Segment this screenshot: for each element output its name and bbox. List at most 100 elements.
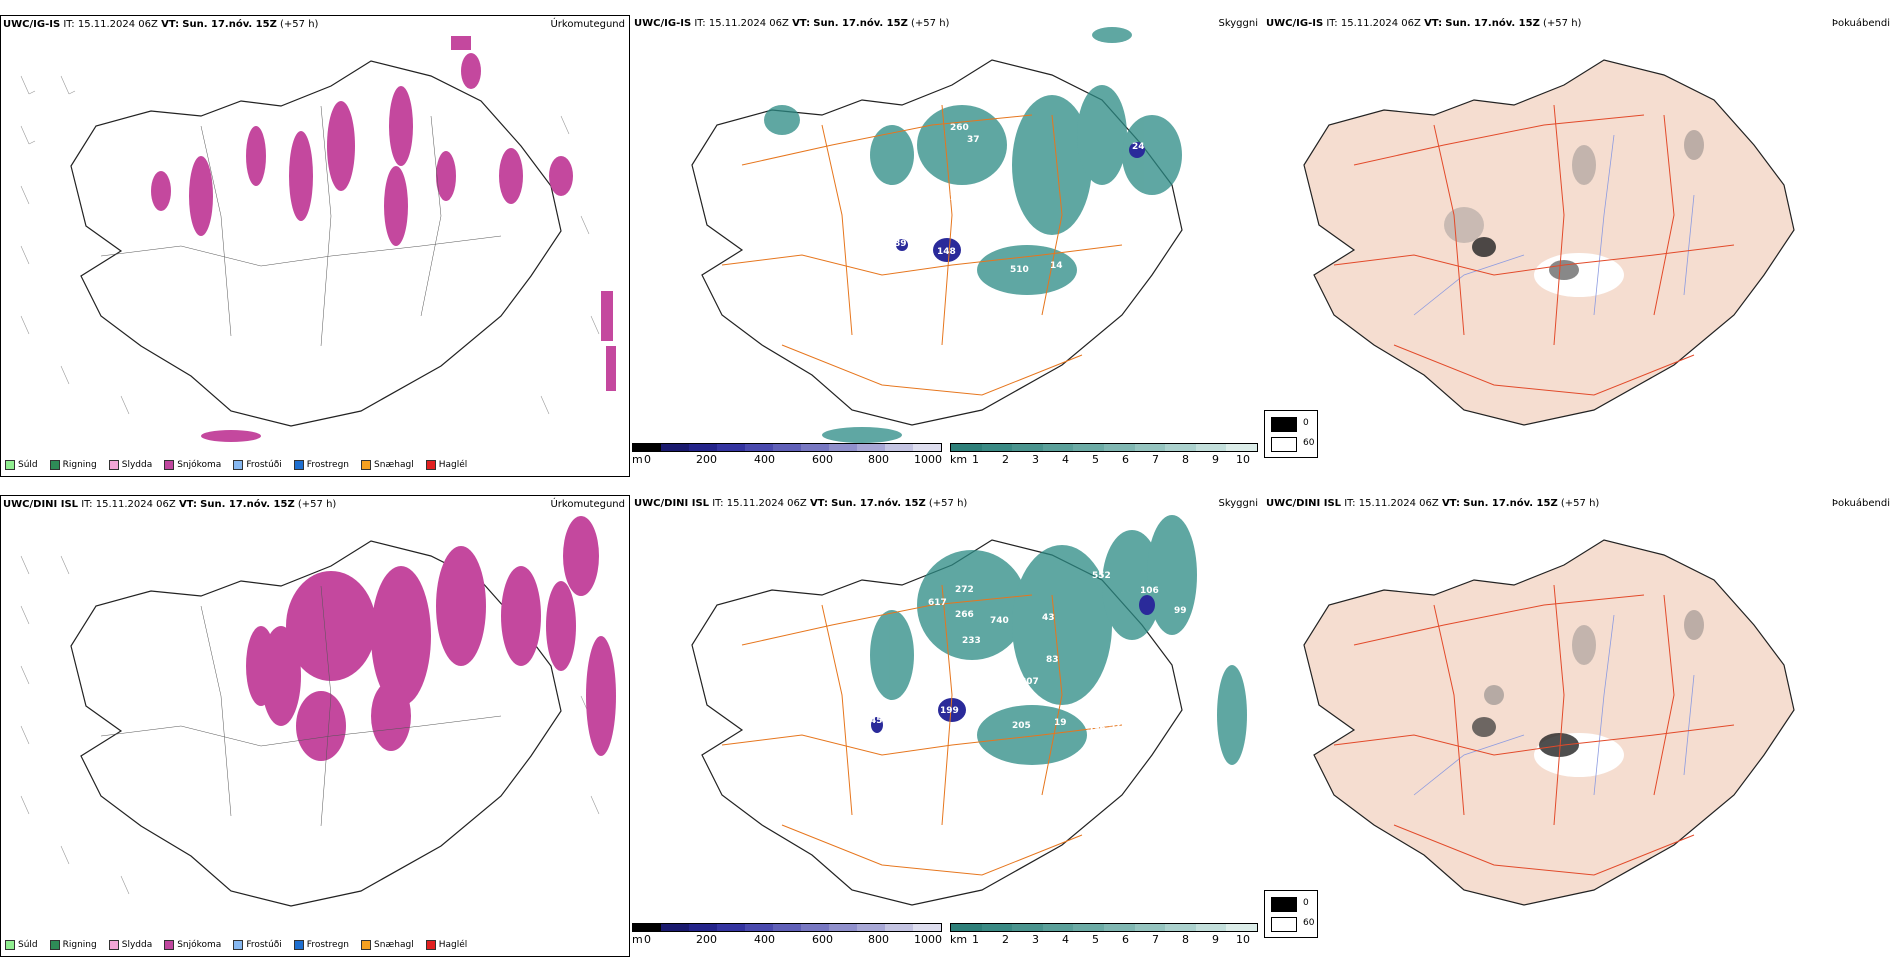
wind-barbs — [20, 75, 600, 415]
ceiling-value: 272 — [955, 585, 974, 595]
fog-key-row2: 0 60 — [1264, 890, 1318, 938]
fog-key-label: 60 — [1303, 918, 1315, 928]
ceiling-value: 266 — [955, 610, 974, 620]
legend-swatch — [5, 940, 15, 950]
legend-item: Frostregn — [293, 460, 349, 470]
ceiling-patch — [938, 698, 966, 722]
visibility-tick: 8 — [1182, 453, 1189, 466]
snow-patch — [549, 156, 573, 196]
low-cloud-areas — [870, 515, 1247, 765]
snow-patch — [586, 636, 616, 756]
ceiling-value: 89 — [894, 239, 907, 249]
roads — [1333, 584, 1735, 876]
visibility-tick: 9 — [1212, 453, 1219, 466]
ceiling-tick: 400 — [754, 453, 775, 466]
snow-patch — [327, 101, 355, 191]
snow-patch — [201, 430, 261, 442]
ceiling-value: 328 — [1107, 700, 1126, 710]
ceiling-value: 14 — [1050, 261, 1063, 271]
visibility-tick: 6 — [1122, 933, 1129, 946]
iceland-outline — [70, 60, 562, 427]
ceiling-patch — [1139, 595, 1155, 615]
ceiling-tick: 800 — [868, 933, 889, 946]
snow-patch — [296, 691, 346, 761]
legend-swatch — [425, 940, 436, 950]
roads — [721, 104, 1123, 396]
ceiling-value: 807 — [1020, 677, 1039, 687]
fog-key-label: 60 — [1303, 438, 1315, 448]
fog-key-label: 0 — [1303, 898, 1309, 908]
snow-patch — [501, 566, 541, 666]
cloud-panel-row1: UWC/IG-IS IT: 15.11.2024 06Z VT: Sun. 17… — [632, 15, 1262, 477]
fog-key-swatch — [1271, 917, 1297, 932]
cloud-patch — [822, 427, 902, 443]
ceiling-value: 552 — [1092, 571, 1111, 581]
ceiling-value: 510 — [1010, 265, 1029, 275]
snow-patch — [601, 291, 613, 341]
cloud-patch — [1012, 545, 1112, 705]
cloud-panel-row2: UWC/DINI ISL IT: 15.11.2024 06Z VT: Sun.… — [632, 495, 1262, 957]
visibility-tick: 8 — [1182, 933, 1189, 946]
fog-patch — [1484, 685, 1504, 705]
ceiling-tick: 800 — [868, 453, 889, 466]
visibility-tick: 2 — [1002, 453, 1009, 466]
value-labels: 272 617 266 740 233 43 552 106 99 83 807… — [870, 571, 1187, 734]
visibility-tick: 5 — [1092, 933, 1099, 946]
ceiling-colorbar-ramp — [632, 443, 942, 452]
fog-patch — [1472, 237, 1496, 257]
snow-areas — [151, 36, 616, 442]
cloud-patch — [870, 610, 914, 700]
roads — [1333, 104, 1735, 396]
panel-header: UWC/IG-IS IT: 15.11.2024 06Z VT: Sun. 17… — [1266, 18, 1582, 29]
ceiling-value: 233 — [962, 636, 981, 646]
ceiling-value: 205 — [1012, 721, 1031, 731]
visibility-tick: 6 — [1122, 453, 1129, 466]
ceiling-value: 19 — [1054, 718, 1067, 728]
snow-patch — [371, 566, 431, 706]
panel-title: Skyggni — [1218, 498, 1258, 509]
roads — [721, 584, 1123, 876]
fog-key-row1: 0 60 — [1264, 410, 1318, 458]
legend-item: Frostúði — [233, 460, 282, 470]
visibility-tick: 5 — [1092, 453, 1099, 466]
panel-title: Úrkomutegund — [550, 19, 625, 30]
legend-swatch — [164, 940, 175, 950]
snow-patch — [451, 36, 471, 50]
legend-item: Rigning — [49, 460, 97, 470]
ceiling-value: 245 — [950, 193, 969, 203]
ceiling-tick: 400 — [754, 933, 775, 946]
ceiling-value: 37 — [967, 135, 980, 145]
panel-title: Úrkomutegund — [550, 499, 625, 510]
visibility-unit: km — [950, 933, 968, 946]
ceiling-value: 740 — [990, 616, 1009, 626]
ceiling-value: 36 — [892, 703, 905, 713]
visibility-colorbar: km 1 2 3 4 5 6 7 8 9 10 — [950, 443, 1258, 473]
ceiling-value: 326 — [1109, 721, 1128, 731]
snow-patch — [606, 346, 616, 391]
legend-swatch — [361, 940, 372, 950]
panel-header: UWC/IG-IS IT: 15.11.2024 06Z VT: Sun. 17… — [3, 19, 319, 30]
legend-item: Snjókoma — [164, 460, 221, 470]
cloud-patch — [1077, 85, 1127, 185]
legend-swatch — [108, 460, 119, 470]
cloud-patch — [764, 105, 800, 135]
visibility-tick: 10 — [1236, 453, 1250, 466]
fog-panel-row1: UWC/IG-IS IT: 15.11.2024 06Z VT: Sun. 17… — [1264, 15, 1894, 477]
visibility-tick: 1 — [972, 453, 979, 466]
panel-header: UWC/DINI ISL IT: 15.11.2024 06Z VT: Sun.… — [634, 498, 968, 509]
fog-patch — [1572, 625, 1596, 665]
ceiling-value: 148 — [937, 247, 956, 257]
cloud-patch — [1092, 27, 1132, 43]
snow-patch — [563, 516, 599, 596]
fog-patch — [1684, 610, 1704, 640]
snow-patch — [286, 571, 376, 681]
panel-title: Þokuábendi — [1831, 18, 1890, 29]
ceiling-areas — [896, 142, 1145, 262]
value-labels: 260 37 245 148 510 14 24 89 — [894, 123, 1145, 275]
fog-key-swatch — [1271, 897, 1297, 912]
legend-item: Snæhagl — [361, 460, 414, 470]
ceiling-value: 43 — [1042, 613, 1055, 623]
panel-title: Þokuábendi — [1831, 498, 1890, 509]
fog-patch — [1684, 130, 1704, 160]
low-cloud-areas — [764, 27, 1182, 443]
